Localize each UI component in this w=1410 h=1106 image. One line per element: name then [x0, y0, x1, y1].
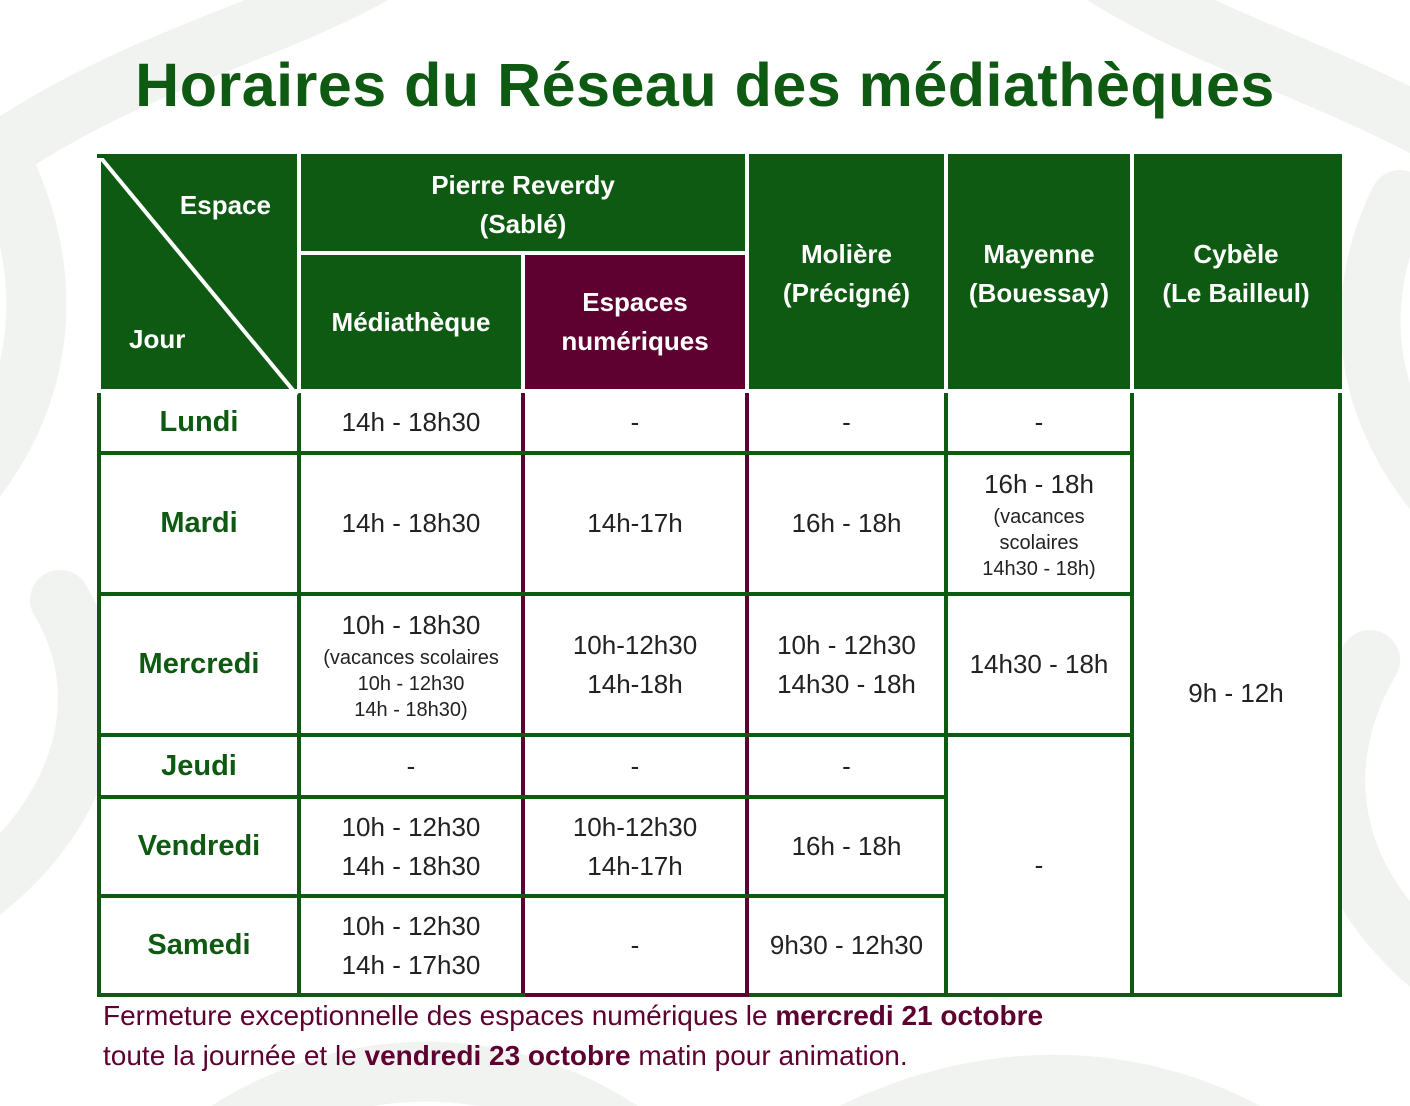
- table-row-jeudi: Jeudi - - - -: [97, 733, 1340, 997]
- cell-moliere: 16h - 18h: [745, 795, 948, 898]
- closure-date-2: vendredi 23 octobre: [364, 1040, 631, 1071]
- cell-numeriques: 10h-12h30 14h-18h: [521, 592, 749, 737]
- day-label: Vendredi: [97, 795, 301, 898]
- cell-moliere: 10h - 12h30 14h30 - 18h: [745, 592, 948, 737]
- header-cybele: Cybèle (Le Bailleul): [1130, 154, 1342, 393]
- table-row-mercredi: Mercredi 10h - 18h30 (vacances scolaires…: [97, 592, 1340, 737]
- corner-label-jour: Jour: [129, 324, 186, 354]
- cell-moliere: -: [745, 733, 948, 799]
- table-row-lundi: Lundi 14h - 18h30 - - - 9h - 12h: [97, 389, 1342, 997]
- cell-numeriques: -: [521, 389, 749, 455]
- cell-moliere: 16h - 18h: [745, 451, 948, 596]
- closure-notice: Fermeture exceptionnelle des espaces num…: [103, 1000, 1044, 1071]
- cell-mediatheque: 10h - 12h30 14h - 18h30: [297, 795, 525, 898]
- cell-mediatheque: 14h - 18h30: [297, 451, 525, 596]
- cell-numeriques: -: [521, 894, 749, 997]
- header-mayenne: Mayenne (Bouessay): [944, 154, 1134, 393]
- cell-moliere: -: [745, 389, 948, 455]
- cell-moliere: 9h30 - 12h30: [745, 894, 948, 997]
- diagonal-divider: [101, 158, 299, 395]
- day-label: Mardi: [97, 451, 301, 596]
- day-label: Jeudi: [97, 733, 301, 799]
- cell-numeriques: 14h-17h: [521, 451, 749, 596]
- cell-mayenne: 14h30 - 18h: [944, 592, 1134, 737]
- table-row-mardi: Mardi 14h - 18h30 14h-17h 16h - 18h 16h …: [97, 451, 1340, 596]
- corner-header-cell: Espace Jour: [97, 154, 301, 395]
- table-row-vendredi: Vendredi 10h - 12h30 14h - 18h30 10h-12h…: [97, 795, 1340, 898]
- day-label: Lundi: [97, 389, 301, 455]
- schedule-table: Espace Jour Pierre Reverdy (Sablé) Moliè…: [97, 154, 1342, 997]
- header-moliere: Molière (Précigné): [745, 154, 948, 393]
- cell-numeriques: -: [521, 733, 749, 799]
- header-mediatheque: Médiathèque: [297, 251, 525, 393]
- day-label: Samedi: [97, 894, 301, 997]
- closure-date-1: mercredi 21 octobre: [775, 1000, 1044, 1031]
- cell-mediatheque: 10h - 18h30 (vacances scolaires 10h - 12…: [297, 592, 525, 737]
- cell-mayenne: 16h - 18h (vacances scolaires 14h30 - 18…: [944, 451, 1134, 596]
- cell-mediatheque: 14h - 18h30: [297, 389, 525, 455]
- corner-label-espace: Espace: [179, 190, 271, 220]
- cell-mediatheque: 10h - 12h30 14h - 17h30: [297, 894, 525, 997]
- page-title: Horaires du Réseau des médiathèques: [135, 51, 1275, 119]
- table-row-samedi: Samedi 10h - 12h30 14h - 17h30 - 9h30 - …: [97, 894, 1340, 997]
- cell-mayenne: -: [944, 389, 1134, 455]
- cell-numeriques: 10h-12h30 14h-17h: [521, 795, 749, 898]
- header-espaces-numeriques: Espaces numériques: [521, 251, 749, 393]
- day-label: Mercredi: [97, 592, 301, 737]
- cell-mayenne-merged: -: [944, 733, 1134, 997]
- cell-cybele: 9h - 12h: [1130, 389, 1342, 997]
- header-pierre-reverdy: Pierre Reverdy (Sablé): [297, 154, 749, 255]
- cell-mediatheque: -: [297, 733, 525, 799]
